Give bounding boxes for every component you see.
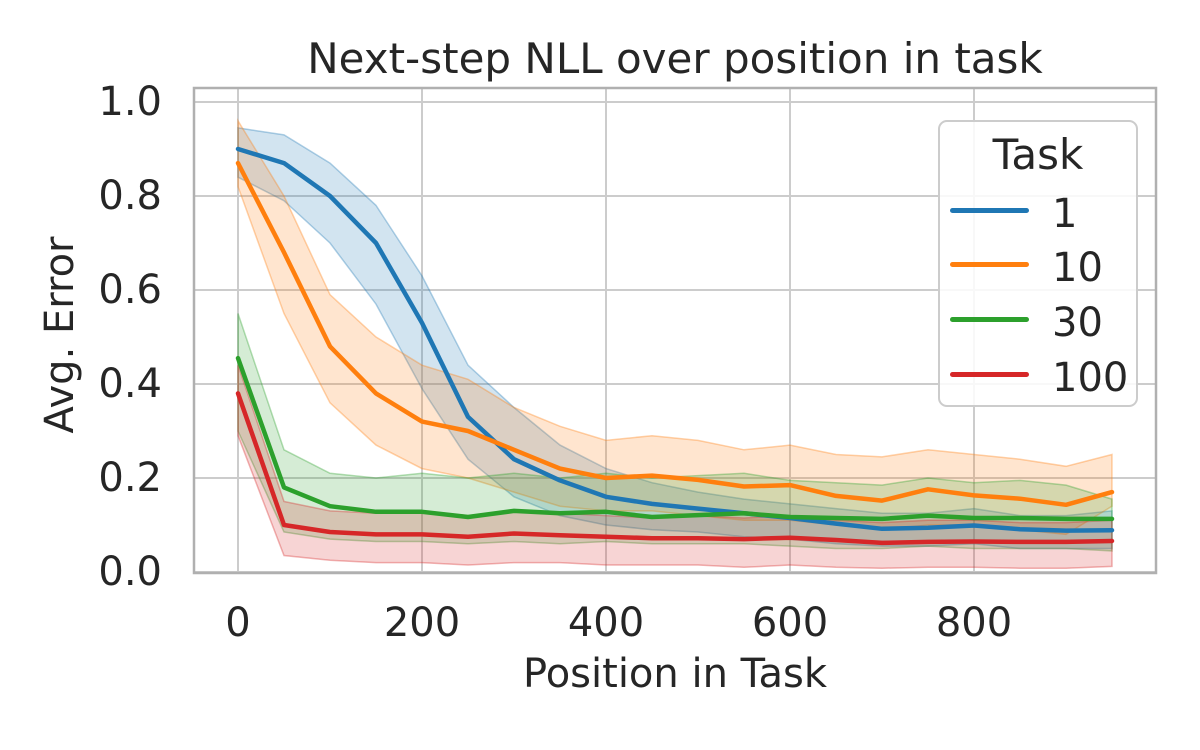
- legend-entry: 1: [940, 190, 1136, 234]
- y-tick-label: 0.0: [98, 549, 162, 595]
- y-tick-label: 0.2: [98, 455, 162, 501]
- series-band-1: [237, 127, 1113, 550]
- axes-frame: [192, 86, 1158, 575]
- legend-entry: 100: [940, 354, 1136, 398]
- legend-line-swatch: [950, 317, 1029, 322]
- legend-line-swatch: [950, 372, 1029, 377]
- y-tick-label: 0.8: [98, 173, 162, 219]
- legend-title: Task: [992, 130, 1084, 179]
- series-band-10: [237, 118, 1113, 536]
- x-tick-label: 600: [751, 600, 829, 646]
- series-line-10: [235, 160, 1115, 508]
- x-axis-label: Position in Task: [523, 651, 827, 697]
- x-tick-label: 800: [935, 600, 1013, 646]
- legend-line-swatch: [950, 208, 1029, 213]
- y-tick-label: 1.0: [98, 79, 162, 125]
- series-line-1: [235, 146, 1115, 533]
- legend-entry-label: 1: [1052, 191, 1078, 237]
- series-line-100: [235, 391, 1115, 546]
- y-tick-label: 0.4: [98, 361, 162, 407]
- legend-line-swatch: [950, 262, 1029, 267]
- chart-title: Next-step NLL over position in task: [307, 34, 1043, 83]
- legend-entry-label: 30: [1052, 300, 1103, 346]
- legend-entry-label: 100: [1052, 355, 1129, 401]
- legend-entry: 10: [940, 244, 1136, 288]
- x-tick-label: 200: [383, 600, 461, 646]
- legend: Task 1 10 30 100: [938, 120, 1138, 407]
- x-tick-label: 0: [225, 600, 251, 646]
- y-tick-label: 0.6: [98, 267, 162, 313]
- series-line-30: [235, 355, 1115, 522]
- x-tick-label: 400: [567, 600, 645, 646]
- legend-entry: 30: [940, 299, 1136, 343]
- series-band-30: [237, 313, 1113, 552]
- legend-entry-label: 10: [1052, 245, 1103, 291]
